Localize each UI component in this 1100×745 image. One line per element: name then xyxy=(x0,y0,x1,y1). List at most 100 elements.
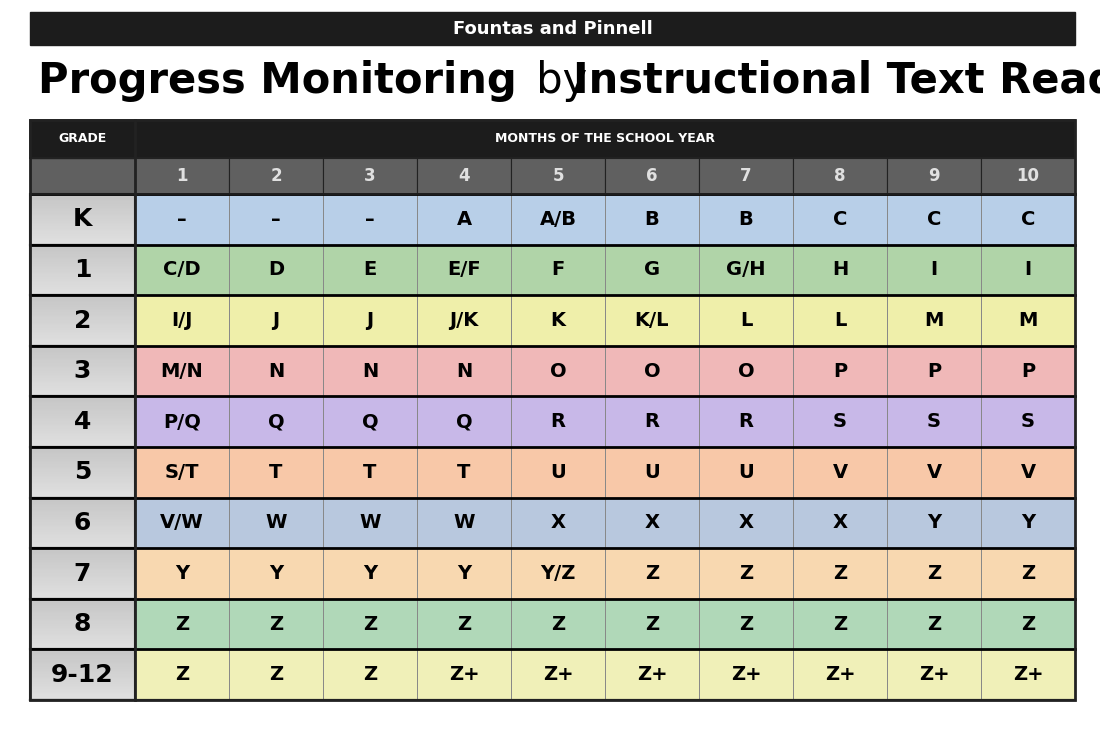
Text: Y/Z: Y/Z xyxy=(540,564,575,583)
Bar xyxy=(30,323,135,326)
Bar xyxy=(887,396,981,447)
Text: N: N xyxy=(362,361,378,381)
Text: K: K xyxy=(73,207,92,231)
Bar xyxy=(30,489,135,492)
Bar xyxy=(887,650,981,700)
Bar xyxy=(512,295,605,346)
Text: X: X xyxy=(550,513,565,533)
Bar xyxy=(30,194,135,244)
Text: K/L: K/L xyxy=(635,311,669,330)
Bar xyxy=(698,599,793,650)
Bar xyxy=(30,229,135,232)
Text: Z: Z xyxy=(551,615,565,633)
Text: Progress Monitoring: Progress Monitoring xyxy=(39,60,517,102)
Bar xyxy=(605,599,698,650)
Bar xyxy=(30,548,135,599)
Bar xyxy=(605,396,698,447)
Bar xyxy=(30,244,135,247)
Bar xyxy=(30,201,135,204)
Text: 4: 4 xyxy=(74,410,91,434)
Bar xyxy=(30,609,135,612)
Bar xyxy=(323,346,417,396)
Text: J/K: J/K xyxy=(450,311,478,330)
Bar xyxy=(30,533,135,536)
Bar xyxy=(30,662,135,665)
Text: Z: Z xyxy=(927,615,942,633)
Bar xyxy=(30,345,135,349)
Text: Z: Z xyxy=(456,615,471,633)
Bar xyxy=(30,629,135,632)
Bar xyxy=(887,599,981,650)
Bar xyxy=(30,224,135,227)
Bar xyxy=(229,194,323,244)
Text: Y: Y xyxy=(1021,513,1035,533)
Text: P: P xyxy=(1021,361,1035,381)
Bar xyxy=(30,361,135,364)
Bar xyxy=(229,396,323,447)
Text: 5: 5 xyxy=(74,460,91,484)
Bar xyxy=(793,194,887,244)
Bar xyxy=(30,482,135,485)
Text: P: P xyxy=(833,361,847,381)
Text: C/D: C/D xyxy=(163,261,201,279)
Bar xyxy=(30,388,135,391)
Bar xyxy=(30,282,135,285)
Bar xyxy=(135,158,229,194)
Bar xyxy=(30,368,135,371)
Bar xyxy=(30,270,135,273)
Bar xyxy=(30,214,135,217)
Bar xyxy=(512,599,605,650)
Text: T: T xyxy=(363,463,376,482)
Bar xyxy=(135,244,229,295)
Bar xyxy=(30,596,135,599)
Text: Z: Z xyxy=(645,615,659,633)
Bar xyxy=(417,244,512,295)
Bar xyxy=(30,249,135,253)
Text: Z: Z xyxy=(833,615,847,633)
Bar xyxy=(30,234,135,237)
Bar xyxy=(229,346,323,396)
Bar xyxy=(887,244,981,295)
Bar xyxy=(323,650,417,700)
Bar xyxy=(30,199,135,202)
Bar xyxy=(30,558,135,561)
Text: –: – xyxy=(365,210,375,229)
Bar xyxy=(229,244,323,295)
Text: Z: Z xyxy=(175,615,189,633)
Text: G/H: G/H xyxy=(726,261,766,279)
Bar xyxy=(793,295,887,346)
Bar xyxy=(30,295,135,346)
Bar xyxy=(30,618,135,621)
Text: W: W xyxy=(453,513,475,533)
Bar xyxy=(30,466,135,470)
Bar xyxy=(30,457,135,460)
Bar xyxy=(30,299,135,302)
Bar xyxy=(981,599,1075,650)
Bar xyxy=(30,449,135,452)
Bar xyxy=(30,396,135,399)
Text: Y: Y xyxy=(927,513,942,533)
Text: 7: 7 xyxy=(74,562,91,586)
Bar xyxy=(30,378,135,381)
Bar xyxy=(30,353,135,356)
Text: Y: Y xyxy=(268,564,283,583)
Bar xyxy=(30,535,135,538)
Bar xyxy=(30,641,135,644)
Bar xyxy=(30,694,135,697)
Text: V: V xyxy=(1021,463,1035,482)
Bar xyxy=(323,599,417,650)
Bar xyxy=(30,591,135,594)
Bar xyxy=(512,194,605,244)
Bar xyxy=(698,447,793,498)
Bar xyxy=(30,492,135,495)
Bar xyxy=(30,446,135,449)
Bar xyxy=(135,346,229,396)
Text: 9-12: 9-12 xyxy=(52,663,113,687)
Text: B: B xyxy=(645,210,659,229)
Bar xyxy=(417,599,512,650)
Text: U: U xyxy=(738,463,754,482)
Bar xyxy=(30,634,135,637)
Bar xyxy=(981,194,1075,244)
Bar xyxy=(30,497,135,500)
Bar xyxy=(30,196,135,199)
